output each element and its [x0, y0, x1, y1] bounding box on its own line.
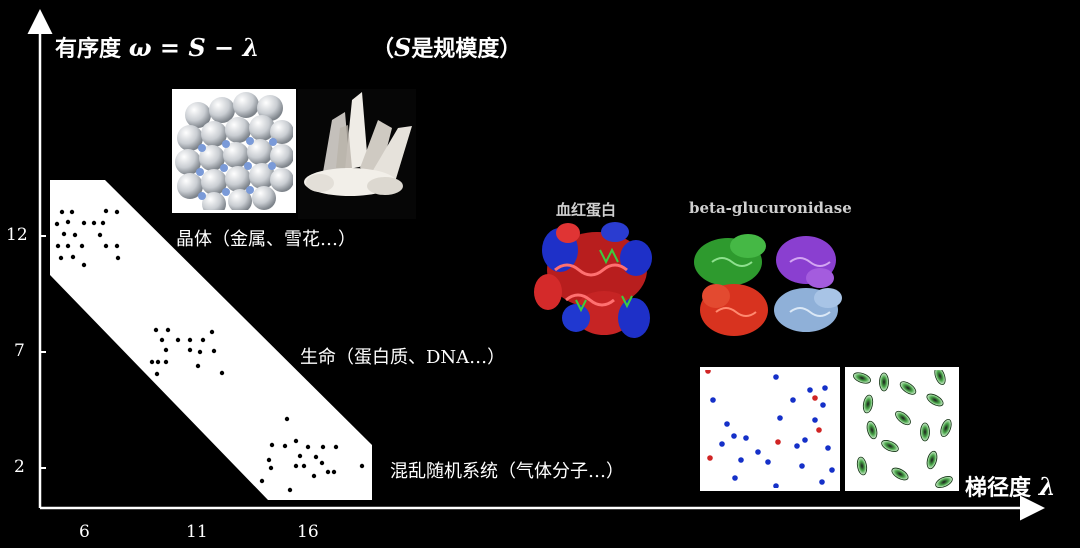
scale-degree-note: （S是规模度）: [372, 31, 521, 63]
glucuronidase-caption: beta-glucuronidase: [689, 199, 852, 217]
note-text: 是规模度: [411, 36, 500, 62]
y-tick-12: 12: [6, 225, 28, 245]
order-band: [50, 180, 372, 500]
tick-marks: [40, 235, 46, 469]
x-tick-6: 6: [79, 522, 90, 542]
gas-molecules-image: [845, 367, 959, 491]
hemoglobin-image: [534, 222, 652, 338]
hemoglobin-caption: 血红蛋白: [556, 201, 617, 219]
note-close-paren: ）: [499, 36, 522, 62]
y-tick-7: 7: [14, 341, 25, 361]
random-system-caption: 混乱随机系统（气体分子…）: [390, 461, 624, 482]
formula-text: ω = S − λ: [128, 33, 260, 62]
beta-glucuronidase-image: [694, 234, 842, 336]
crystal-dot-cluster: [54, 208, 121, 268]
x-tick-11: 11: [186, 522, 208, 542]
random-dot-cluster: [259, 416, 365, 493]
note-s-symbol: S: [394, 33, 412, 62]
lambda-symbol: λ: [1038, 472, 1056, 501]
life-caption: 生命（蛋白质、DNA…）: [300, 347, 506, 368]
y-axis-title: 有序度 ω = S − λ: [55, 31, 259, 63]
y-tick-2: 2: [14, 457, 25, 477]
order-degree-label: 有序度: [55, 36, 122, 62]
crystal-lattice-image: [172, 89, 296, 213]
note-open-paren: （: [372, 36, 395, 62]
x-axis-title: 梯径度 λ: [965, 470, 1056, 502]
quartz-crystal-image: [298, 89, 416, 219]
crystal-caption: 晶体（金属、雪花…）: [176, 229, 356, 250]
x-tick-16: 16: [297, 522, 319, 542]
gradient-degree-label: 梯径度: [965, 475, 1032, 501]
life-dot-cluster: [149, 327, 225, 377]
random-particles-image: [700, 367, 840, 491]
